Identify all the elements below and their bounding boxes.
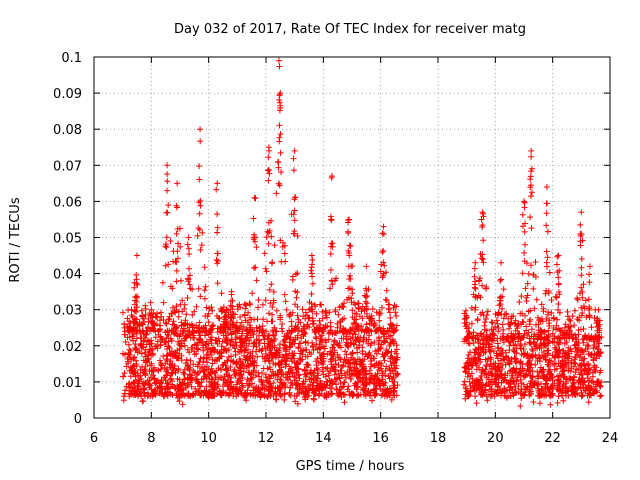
peak-point xyxy=(543,183,550,190)
x-tick-label: 8 xyxy=(147,431,155,446)
axis-ticks: 6 8 10 12 14 16 18 20 22 24 0 0.01 0.02 0.03 0.04 0.05 0… xyxy=(53,51,618,446)
peak-point xyxy=(214,180,221,187)
y-tick-label: 0.1 xyxy=(61,51,82,66)
peak-point xyxy=(498,259,505,266)
peak-point xyxy=(346,216,353,223)
y-tick-label: 0.06 xyxy=(53,195,82,210)
x-tick-label: 22 xyxy=(544,431,561,446)
x-tick-label: 14 xyxy=(315,431,332,446)
peak-point xyxy=(479,209,486,216)
peak-point xyxy=(595,306,602,313)
peak-point xyxy=(265,144,272,151)
x-tick-label: 12 xyxy=(258,431,275,446)
peak-point xyxy=(328,173,335,180)
x-tick-label: 24 xyxy=(602,431,619,446)
peak-point xyxy=(308,252,315,259)
data-points xyxy=(120,57,605,410)
chart-title: Day 032 of 2017, Rate Of TEC Index for r… xyxy=(174,22,526,37)
peak-point xyxy=(521,198,527,205)
peak-point xyxy=(586,263,593,270)
y-tick-label: 0.01 xyxy=(53,376,82,391)
roti-point-cloud xyxy=(120,63,605,410)
x-axis-label: GPS time / hours xyxy=(296,459,405,474)
x-tick-label: 6 xyxy=(90,431,98,446)
peak-point xyxy=(363,263,370,270)
y-tick-label: 0.02 xyxy=(53,340,82,355)
peak-point xyxy=(251,194,258,201)
peak-point xyxy=(472,259,479,266)
peak-point xyxy=(291,147,298,154)
y-tick-label: 0.05 xyxy=(53,232,82,247)
peak-point xyxy=(578,209,585,216)
y-tick-label: 0.04 xyxy=(53,268,82,283)
peak-point xyxy=(197,126,204,133)
peak-point xyxy=(275,57,282,64)
x-tick-label: 20 xyxy=(487,431,504,446)
y-tick-label: 0.08 xyxy=(53,123,82,138)
peak-point xyxy=(148,306,155,313)
peak-point xyxy=(228,288,235,295)
x-tick-label: 16 xyxy=(372,431,389,446)
peak-point xyxy=(174,180,181,187)
y-axis-label: ROTI / TECUs xyxy=(8,197,23,282)
x-tick-label: 10 xyxy=(200,431,217,446)
peak-point xyxy=(134,252,140,259)
peak-point xyxy=(277,90,284,97)
peak-point xyxy=(528,147,535,154)
peak-point xyxy=(185,234,192,241)
y-tick-label: 0.07 xyxy=(53,159,82,174)
peak-point xyxy=(555,252,562,259)
peak-point xyxy=(380,223,387,230)
y-tick-label: 0 xyxy=(74,412,82,427)
y-tick-label: 0.09 xyxy=(53,87,82,102)
x-tick-label: 18 xyxy=(430,431,447,446)
y-tick-label: 0.03 xyxy=(53,304,82,319)
peak-point xyxy=(164,162,171,169)
